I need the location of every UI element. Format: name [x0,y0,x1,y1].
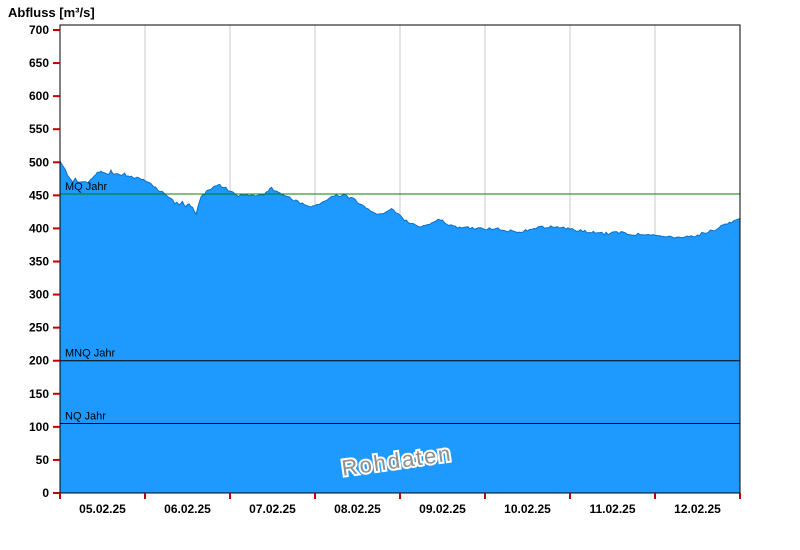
y-axis-tick-label: 200 [29,354,49,368]
y-axis-tick-label: 350 [29,255,49,269]
y-axis-tick-label: 400 [29,221,49,235]
y-axis-tick-label: 650 [29,56,49,70]
y-axis-tick-label: 0 [42,486,49,500]
x-axis-tick-label: 09.02.25 [419,502,466,516]
x-axis-tick-label: 05.02.25 [79,502,126,516]
y-axis-tick-label: 50 [36,453,50,467]
x-axis-tick-label: 08.02.25 [334,502,381,516]
y-axis-tick-label: 150 [29,387,49,401]
y-axis-tick-label: 550 [29,122,49,136]
y-axis-tick-label: 500 [29,155,49,169]
y-axis-tick-label: 300 [29,288,49,302]
x-axis-tick-label: 07.02.25 [249,502,296,516]
y-axis-tick-label: 100 [29,420,49,434]
x-axis-tick-label: 12.02.25 [674,502,721,516]
y-axis-tick-label: 600 [29,89,49,103]
ref-line-label: MQ Jahr [65,181,108,193]
y-axis-tick-label: 450 [29,188,49,202]
series-area [60,161,740,493]
y-axis-tick-label: 700 [29,23,49,37]
x-axis-tick-label: 10.02.25 [504,502,551,516]
x-axis-tick-label: 11.02.25 [589,502,635,516]
chart-title: Abfluss [m³/s] [8,5,95,20]
y-axis-tick-label: 250 [29,321,49,335]
series-line [59,160,741,239]
ref-line-label: NQ Jahr [65,411,106,423]
x-axis-tick-label: 06.02.25 [164,502,211,516]
ref-line-label: MNQ Jahr [65,348,115,360]
